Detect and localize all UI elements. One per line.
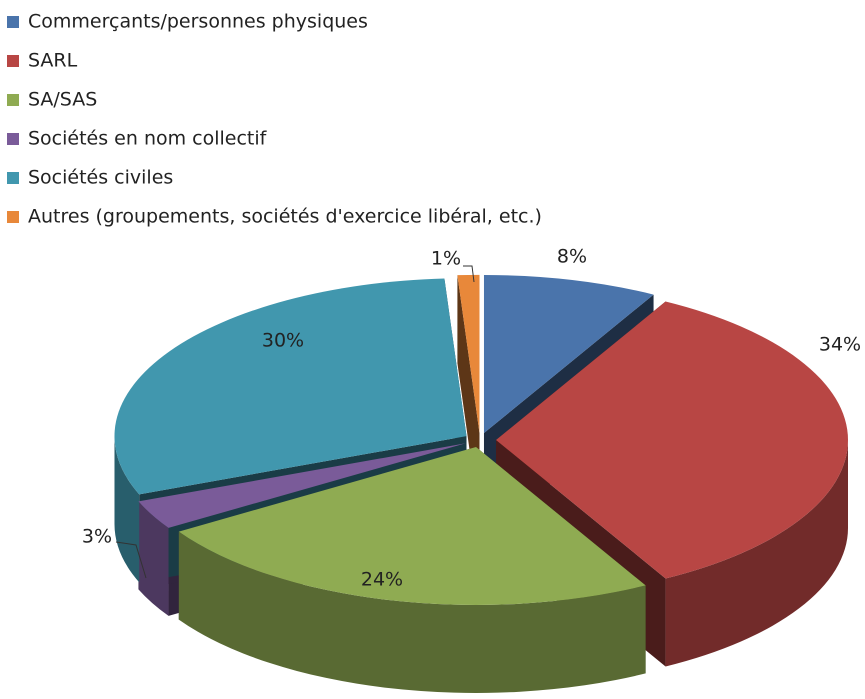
slice xyxy=(496,301,848,579)
slice xyxy=(138,443,466,528)
legend-swatch xyxy=(7,16,19,28)
legend-swatch xyxy=(7,55,19,67)
data-label: 30% xyxy=(262,330,304,352)
slice-side xyxy=(665,440,848,667)
data-label: 3% xyxy=(82,526,112,548)
slice-side xyxy=(114,436,140,583)
slice-side xyxy=(138,501,169,616)
data-label: 24% xyxy=(361,569,403,591)
slice xyxy=(114,278,467,495)
legend-label: Commerçants/personnes physiques xyxy=(28,11,368,33)
slice xyxy=(483,275,654,434)
leader-line xyxy=(463,265,475,283)
legend-swatch xyxy=(7,172,19,184)
data-label: 34% xyxy=(819,334,861,356)
slice-side xyxy=(178,531,646,693)
data-label: 1% xyxy=(431,248,461,270)
leader-line xyxy=(115,541,147,579)
data-label: 8% xyxy=(557,246,587,268)
legend-swatch xyxy=(7,133,19,145)
legend-swatch xyxy=(7,211,19,223)
legend-label: SARL xyxy=(28,50,78,72)
slice xyxy=(457,274,480,433)
legend-label: Sociétés civiles xyxy=(28,167,173,189)
legend-label: Autres (groupements, sociétés d'exercice… xyxy=(28,206,542,228)
legend-label: SA/SAS xyxy=(28,89,97,111)
legend-swatch xyxy=(7,94,19,106)
legend-label: Sociétés en nom collectif xyxy=(28,128,268,150)
slice xyxy=(178,446,646,605)
